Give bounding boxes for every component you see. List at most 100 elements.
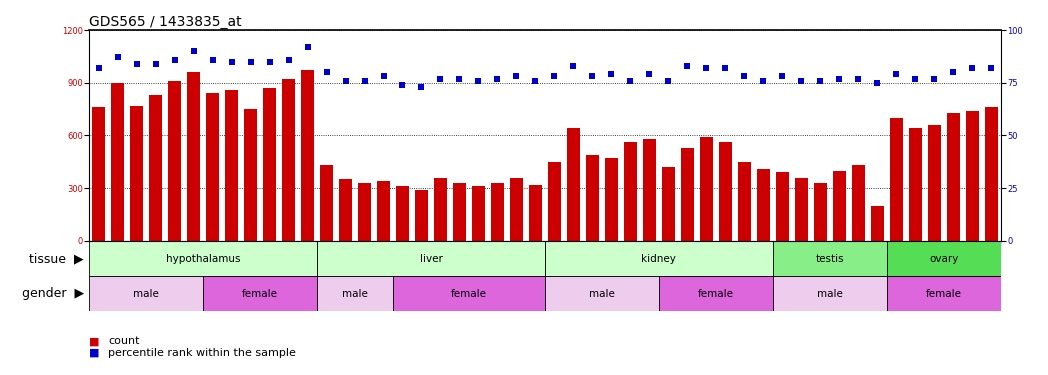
Point	[337, 78, 354, 84]
Point	[489, 75, 506, 81]
Point	[926, 75, 943, 81]
Bar	[203, 276, 316, 311]
Point	[869, 80, 886, 86]
Point	[242, 58, 259, 64]
Bar	[111, 83, 124, 241]
Point	[394, 82, 411, 88]
Bar	[662, 167, 675, 241]
Point	[888, 71, 904, 77]
Bar	[415, 190, 428, 241]
Bar	[929, 125, 940, 241]
Bar	[567, 128, 580, 241]
Point	[319, 69, 335, 75]
Text: male: male	[342, 289, 368, 298]
Point	[983, 65, 1000, 71]
Point	[755, 78, 771, 84]
Text: kidney: kidney	[641, 254, 676, 264]
Bar	[887, 241, 1001, 276]
Point	[508, 74, 525, 80]
Point	[964, 65, 981, 71]
Text: male: male	[817, 289, 843, 298]
Text: ■: ■	[89, 348, 100, 357]
Bar	[985, 107, 998, 241]
Point	[527, 78, 544, 84]
Bar	[188, 72, 200, 241]
Point	[185, 48, 202, 54]
Point	[451, 75, 467, 81]
Point	[109, 54, 126, 60]
Point	[280, 57, 297, 63]
Bar	[358, 183, 371, 241]
Bar	[887, 276, 1001, 311]
Point	[945, 69, 962, 75]
Bar	[169, 81, 180, 241]
Bar	[377, 181, 390, 241]
Point	[584, 74, 601, 80]
Bar	[454, 183, 465, 241]
Bar	[89, 276, 203, 311]
Bar	[434, 178, 446, 241]
Text: male: male	[589, 289, 615, 298]
Point	[128, 61, 145, 67]
Bar	[130, 106, 143, 241]
Text: GDS565 / 1433835_at: GDS565 / 1433835_at	[89, 15, 242, 29]
Text: female: female	[242, 289, 278, 298]
Bar	[510, 178, 523, 241]
Text: female: female	[698, 289, 734, 298]
Bar	[910, 128, 921, 241]
Bar	[340, 179, 352, 241]
Point	[299, 44, 315, 50]
Bar	[492, 183, 504, 241]
Bar	[302, 70, 313, 241]
Point	[698, 65, 715, 71]
Text: male: male	[133, 289, 159, 298]
Text: female: female	[925, 289, 962, 298]
Bar	[795, 178, 808, 241]
Bar	[92, 107, 105, 241]
Bar	[150, 95, 161, 241]
Point	[812, 78, 829, 84]
Bar	[947, 112, 960, 241]
Text: ovary: ovary	[930, 254, 959, 264]
Bar	[814, 183, 827, 241]
Bar	[719, 142, 732, 241]
Bar	[321, 165, 332, 241]
Bar	[206, 93, 219, 241]
Bar	[643, 139, 656, 241]
Text: ■: ■	[89, 336, 100, 346]
Text: count: count	[108, 336, 139, 346]
Bar	[871, 206, 883, 241]
Point	[831, 75, 848, 81]
Bar	[625, 142, 636, 241]
Bar	[548, 162, 561, 241]
Point	[641, 71, 658, 77]
Text: gender  ▶: gender ▶	[22, 287, 84, 300]
Bar	[758, 169, 769, 241]
Text: percentile rank within the sample: percentile rank within the sample	[108, 348, 296, 357]
Point	[736, 74, 752, 80]
Bar	[316, 276, 393, 311]
Bar	[890, 118, 902, 241]
Bar	[244, 109, 257, 241]
Point	[907, 75, 923, 81]
Bar	[966, 111, 979, 241]
Point	[356, 78, 373, 84]
Text: hypothalamus: hypothalamus	[166, 254, 240, 264]
Bar	[772, 276, 887, 311]
Bar	[529, 184, 542, 241]
Point	[623, 78, 639, 84]
Bar	[738, 162, 750, 241]
Bar	[545, 276, 659, 311]
Bar	[396, 186, 409, 241]
Point	[850, 75, 867, 81]
Bar	[473, 186, 484, 241]
Bar	[681, 148, 694, 241]
Point	[147, 61, 163, 67]
Bar	[606, 158, 617, 241]
Bar	[89, 241, 316, 276]
Bar	[225, 90, 238, 241]
Bar	[777, 172, 788, 241]
Point	[793, 78, 810, 84]
Point	[774, 74, 791, 80]
Bar	[282, 79, 294, 241]
